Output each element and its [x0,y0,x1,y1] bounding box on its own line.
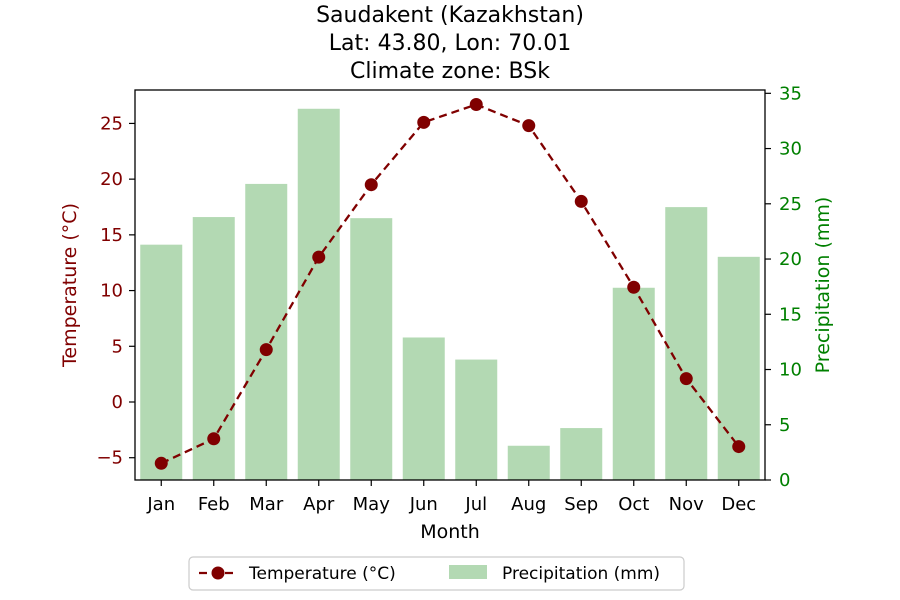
legend: Temperature (°C) Precipitation (mm) [188,556,685,591]
chart-title: Saudakent (Kazakhstan) Lat: 43.80, Lon: 7… [316,3,584,84]
temperature-point [679,372,693,386]
x-tick-label: Jan [146,494,175,515]
temperature-point [627,280,641,294]
precipitation-bar [507,445,550,480]
left-tick-label: 0 [112,392,123,413]
temperature-point [154,456,168,470]
x-tick-label: Apr [303,494,335,515]
precipitation-bar [402,337,445,480]
legend-temperature-label: Temperature (°C) [248,564,396,584]
temperature-point [469,97,483,111]
x-axis-label: Month [420,521,480,543]
temperature-point [207,432,221,446]
temperature-point [312,250,326,264]
left-tick-label: 25 [100,113,123,134]
chart-title-line: Climate zone: BSk [350,59,550,84]
precipitation-bar [245,183,288,480]
left-tick-label: −5 [96,448,123,469]
right-tick-label: 10 [779,360,802,381]
left-axis-label: Temperature (°C) [59,203,81,368]
plot-frame [134,89,766,481]
left-tick-label: 10 [100,281,123,302]
x-tick-label: Aug [511,494,546,515]
precipitation-bar [560,428,603,480]
legend-box [188,556,685,591]
chart-title-line: Saudakent (Kazakhstan) [316,3,584,28]
x-tick-label: Jul [464,494,487,515]
x-tick-label: Nov [669,494,704,515]
right-tick-label: 5 [779,415,790,436]
legend-precipitation-swatch [449,565,487,579]
x-tick-label: Oct [618,494,649,515]
x-tick-label: Jun [409,494,438,515]
precipitation-bar [297,108,340,481]
precipitation-bar [612,287,655,480]
left-tick-label: 15 [100,225,123,246]
right-tick-label: 15 [779,304,802,325]
temperature-line [154,97,746,470]
x-tick-label: Mar [249,494,284,515]
temperature-point [574,194,588,208]
temperature-point [364,178,378,192]
chart-title-line: Lat: 43.80, Lon: 70.01 [329,31,571,56]
right-axis-label: Precipitation (mm) [812,197,834,374]
temperature-point [522,119,536,133]
legend-temperature-marker [211,566,225,580]
precipitation-bar [140,244,183,480]
legend-precipitation-label: Precipitation (mm) [502,564,660,584]
x-tick-label: Dec [721,494,756,515]
temperature-point [259,343,273,357]
temperature-series-line [160,103,740,465]
right-tick-label: 35 [779,83,802,104]
precipitation-bar [665,207,708,481]
precipitation-bars [140,108,760,481]
right-tick-label: 0 [779,470,790,491]
x-tick-label: Feb [198,494,230,515]
temperature-point [732,440,746,454]
left-tick-label: 5 [112,336,123,357]
right-tick-label: 20 [779,249,802,270]
x-tick-label: Sep [564,494,598,515]
right-tick-label: 25 [779,194,802,215]
x-tick-label: May [353,494,391,515]
precipitation-bar [350,218,393,481]
right-tick-label: 30 [779,139,802,160]
temperature-point [417,115,431,129]
axes: Jan Feb Mar Apr May Jun Jul Aug Sep Oct Nov Dec Mont… [59,83,834,543]
left-tick-label: 20 [100,169,123,190]
precipitation-bar [455,359,498,480]
